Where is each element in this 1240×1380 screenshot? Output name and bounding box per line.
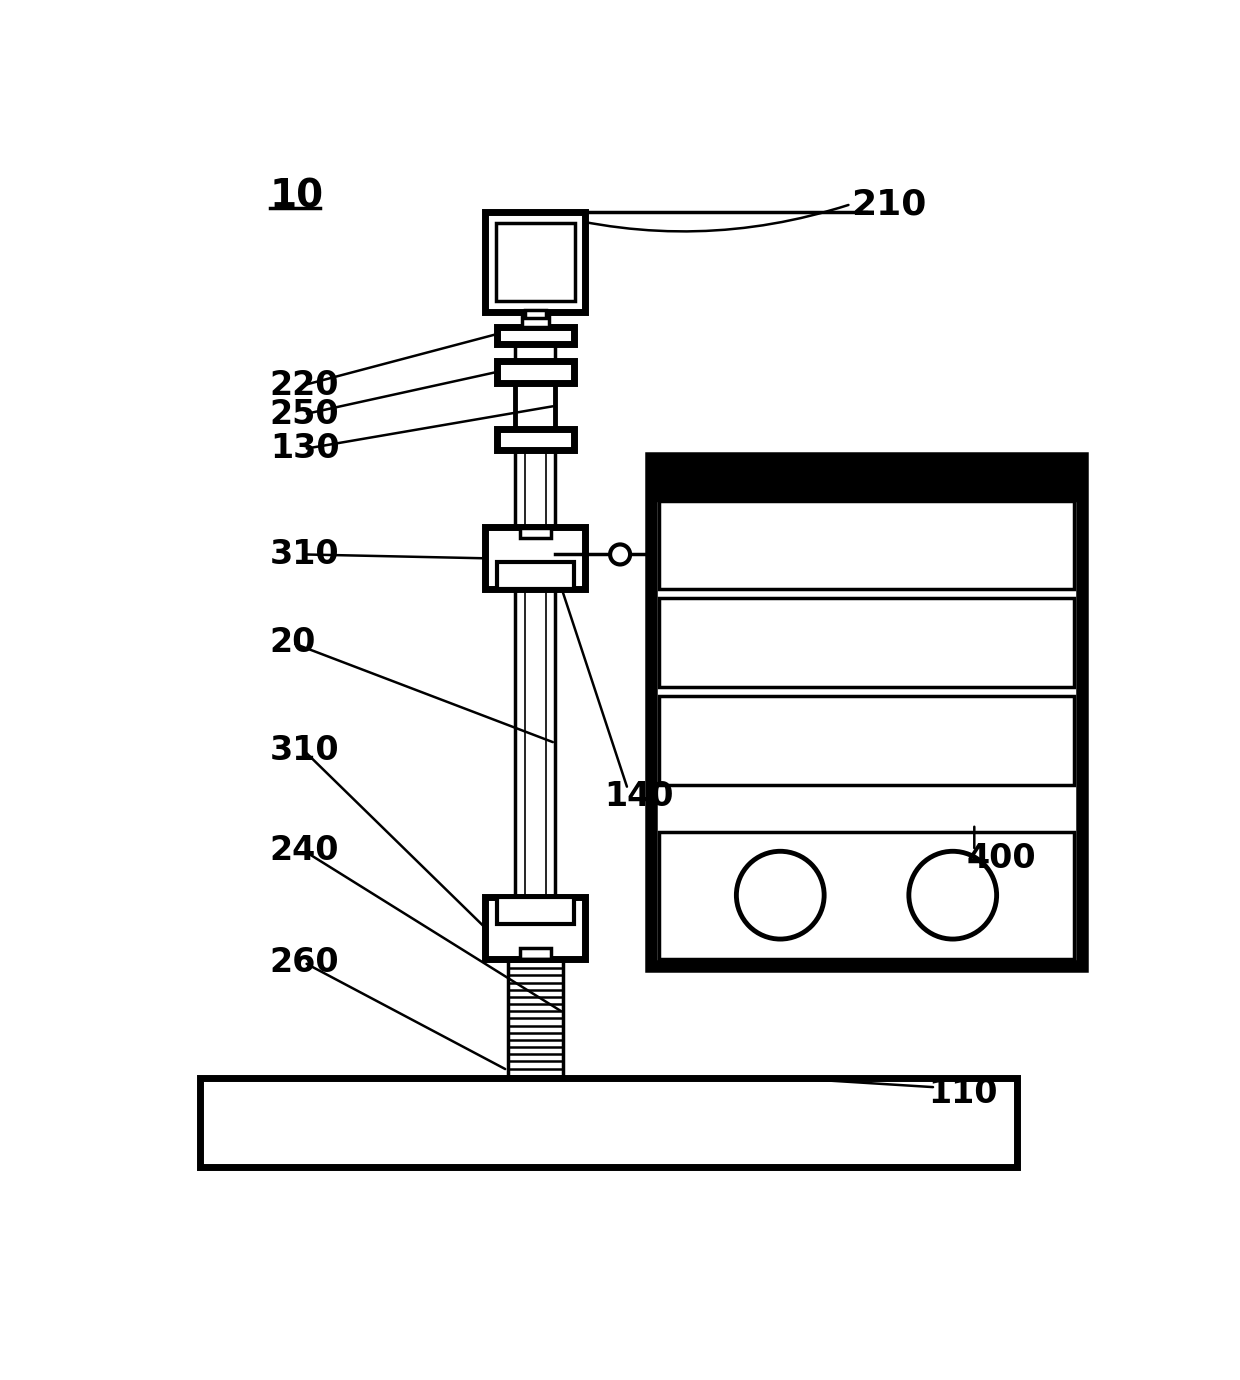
Bar xyxy=(658,501,1074,589)
Text: 20: 20 xyxy=(270,627,316,660)
Bar xyxy=(651,458,1083,501)
Bar xyxy=(525,310,546,317)
Bar xyxy=(497,562,574,589)
Text: 10: 10 xyxy=(270,178,324,215)
Text: 400: 400 xyxy=(967,842,1037,875)
Text: 140: 140 xyxy=(605,781,675,813)
Bar xyxy=(497,327,574,344)
Text: 260: 260 xyxy=(270,947,340,978)
Bar xyxy=(485,897,585,959)
Text: 310: 310 xyxy=(270,538,340,571)
Circle shape xyxy=(737,851,825,938)
Bar xyxy=(497,897,574,925)
Bar xyxy=(520,527,551,538)
Bar xyxy=(658,696,1074,785)
Bar xyxy=(658,599,1074,687)
Bar xyxy=(496,222,574,301)
Bar xyxy=(485,211,585,312)
Bar xyxy=(658,832,1074,959)
Bar xyxy=(522,312,549,327)
Text: 130: 130 xyxy=(270,432,340,465)
Text: 310: 310 xyxy=(270,734,340,767)
Bar xyxy=(507,959,563,1078)
Circle shape xyxy=(610,545,630,564)
Bar xyxy=(485,527,585,589)
Circle shape xyxy=(909,851,997,938)
Bar xyxy=(201,1078,1017,1166)
Bar xyxy=(520,948,551,959)
Text: 240: 240 xyxy=(270,835,340,868)
Bar xyxy=(497,362,574,382)
Text: 250: 250 xyxy=(270,397,340,431)
Bar xyxy=(497,429,574,450)
Text: 220: 220 xyxy=(270,368,340,402)
Bar xyxy=(651,458,1083,966)
Text: 110: 110 xyxy=(928,1076,998,1110)
Text: 210: 210 xyxy=(851,188,926,221)
